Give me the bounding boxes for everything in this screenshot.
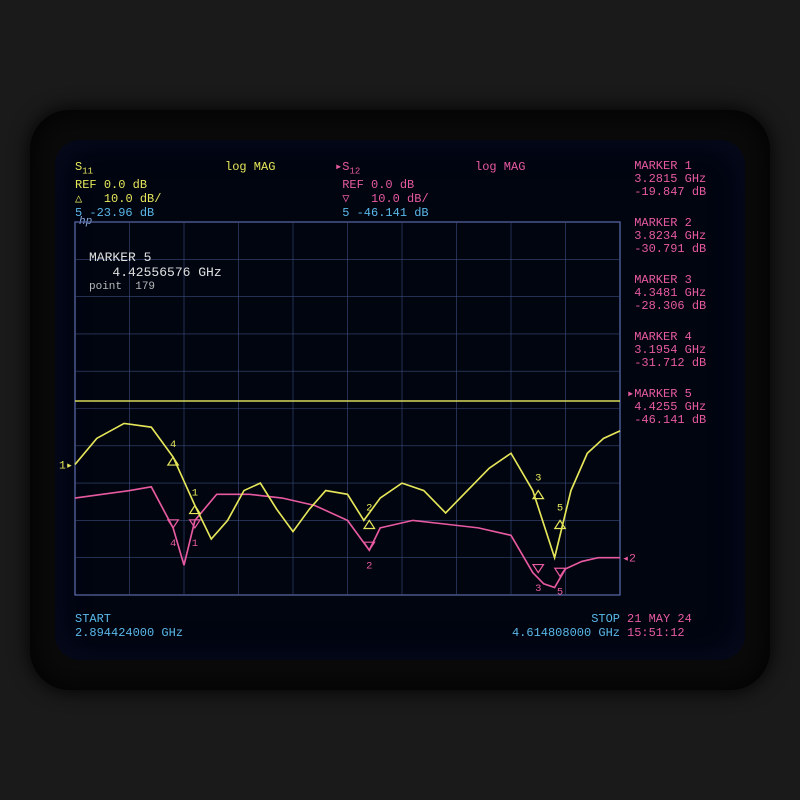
marker-val: -28.306 dB <box>634 299 706 313</box>
ch1-ref-val: 0.0 dB <box>104 178 147 192</box>
marker-label: MARKER 3 <box>634 273 692 287</box>
svg-text:4: 4 <box>170 439 176 451</box>
marker-block-4[interactable]: MARKER 4 3.1954 GHz -31.712 dB <box>627 331 735 370</box>
active-marker-readout: MARKER 5 4.42556576 GHz point 179 <box>89 250 222 295</box>
crt-screen: S11 REF 0.0 dB △ 10.0 dB/ 5 -23.96 dB lo… <box>55 140 745 660</box>
svg-text:5: 5 <box>557 587 563 599</box>
marker-freq: 3.8234 GHz <box>634 229 706 243</box>
svg-text:1: 1 <box>192 488 198 500</box>
ch2-ref-label: REF <box>342 178 364 192</box>
marker-val: -30.791 dB <box>634 242 706 256</box>
marker-block-2[interactable]: MARKER 2 3.8234 GHz -30.791 dB <box>627 217 735 256</box>
marker-freq: 4.3481 GHz <box>634 286 706 300</box>
marker-panel: MARKER 1 3.2815 GHz -19.847 dB MARKER 2 … <box>627 160 735 445</box>
ch2-ref-val: 0.0 dB <box>371 178 414 192</box>
start-label: START <box>75 612 183 626</box>
svg-text:2: 2 <box>366 502 372 514</box>
instrument-bezel: S11 REF 0.0 dB △ 10.0 dB/ 5 -23.96 dB lo… <box>30 110 770 690</box>
marker-label: MARKER 4 <box>634 330 692 344</box>
marker-block-3[interactable]: MARKER 3 4.3481 GHz -28.306 dB <box>627 274 735 313</box>
time-text: 15:51:12 <box>627 626 735 640</box>
svg-text:4: 4 <box>170 538 176 550</box>
screen-content: S11 REF 0.0 dB △ 10.0 dB/ 5 -23.96 dB lo… <box>75 160 735 640</box>
marker-label: MARKER 5 <box>634 387 692 401</box>
start-block: START 2.894424000 GHz <box>75 612 183 640</box>
start-val: 2.894424000 GHz <box>75 626 183 640</box>
svg-text:5: 5 <box>557 502 563 514</box>
marker-val: -31.712 dB <box>634 356 706 370</box>
marker-freq: 3.1954 GHz <box>634 343 706 357</box>
svg-text:1▸: 1▸ <box>59 461 73 473</box>
svg-text:2: 2 <box>366 561 372 573</box>
ch1-header: S11 REF 0.0 dB △ 10.0 dB/ 5 -23.96 dB <box>75 160 161 220</box>
svg-text:◂2: ◂2 <box>622 554 636 566</box>
svg-text:3: 3 <box>535 473 541 485</box>
ch2-marker-val: -46.141 dB <box>357 206 429 220</box>
triangle-up-icon: △ <box>75 192 82 206</box>
marker-block-5[interactable]: ▸MARKER 5 4.4255 GHz -46.141 dB <box>627 388 735 427</box>
active-marker-freq: 4.42556576 GHz <box>112 265 221 280</box>
active-marker-point-label: point <box>89 281 122 293</box>
marker-val: -46.141 dB <box>634 413 706 427</box>
ch1-scale: 10.0 dB/ <box>104 192 162 206</box>
stop-block: STOP 4.614808000 GHz <box>512 612 620 640</box>
marker-freq: 3.2815 GHz <box>634 172 706 186</box>
stop-val: 4.614808000 GHz <box>512 626 620 640</box>
ch2-header: ▸S12 REF 0.0 dB ▽ 10.0 dB/ 5 -46.141 dB <box>335 160 429 220</box>
datetime-block: 21 MAY 24 15:51:12 <box>627 612 735 640</box>
stop-label: STOP <box>512 612 620 626</box>
ch1-ref-label: REF <box>75 178 97 192</box>
marker-freq: 4.4255 GHz <box>634 400 706 414</box>
ch2-scale: 10.0 dB/ <box>371 192 429 206</box>
ch2-param-sub: 12 <box>349 166 360 176</box>
triangle-down-icon: ▽ <box>342 192 349 206</box>
date-text: 21 MAY 24 <box>627 612 735 626</box>
svg-text:1: 1 <box>192 538 198 550</box>
svg-text:3: 3 <box>535 583 541 595</box>
marker-label: MARKER 2 <box>634 216 692 230</box>
marker-label: MARKER 1 <box>634 159 692 173</box>
ch2-marker-num: 5 <box>342 206 349 220</box>
ch1-param-sub: 11 <box>82 166 93 176</box>
marker-val: -19.847 dB <box>634 185 706 199</box>
active-marker-title: MARKER 5 <box>89 250 222 265</box>
ch2-logmag: log MAG <box>475 160 525 174</box>
active-marker-point-val: 179 <box>135 281 155 293</box>
ch1-marker-val: -23.96 dB <box>89 206 154 220</box>
ch1-logmag: log MAG <box>225 160 275 174</box>
marker-block-1[interactable]: MARKER 1 3.2815 GHz -19.847 dB <box>627 160 735 199</box>
